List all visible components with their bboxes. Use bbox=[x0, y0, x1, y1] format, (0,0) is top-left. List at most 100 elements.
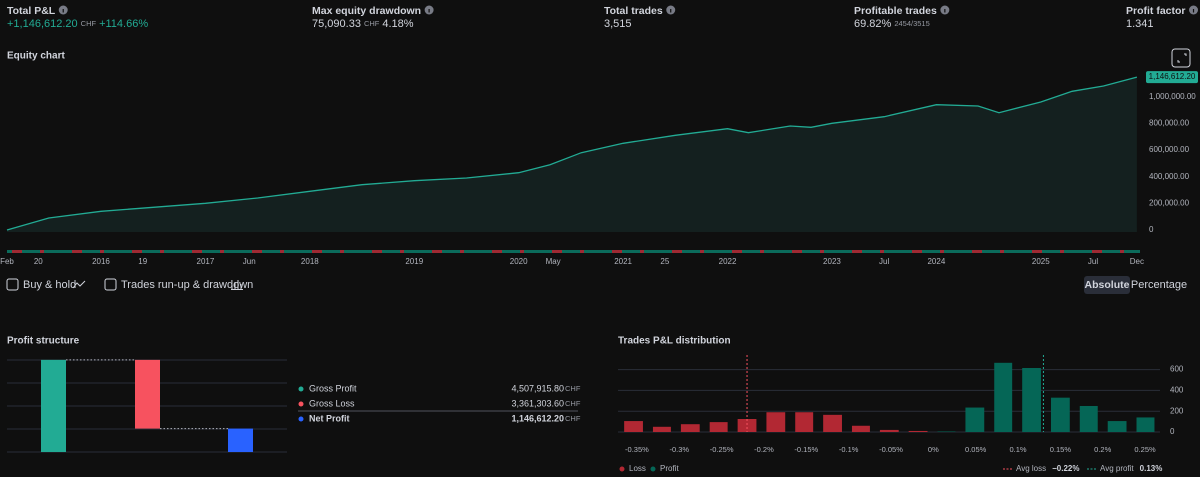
x-tick-label: -0.05% bbox=[879, 445, 903, 454]
x-tick-label: -0.1% bbox=[839, 445, 859, 454]
equity-area bbox=[7, 77, 1137, 232]
profit-structure-title: Profit structure bbox=[7, 336, 80, 347]
x-tick-label: 0% bbox=[928, 445, 939, 454]
y-tick-label: 600,000.00 bbox=[1149, 145, 1190, 154]
metric-label: Profit factor bbox=[1126, 5, 1186, 17]
metric-value: 1.341 bbox=[1126, 18, 1154, 30]
buy-hold-toggle[interactable]: Buy & hold bbox=[6, 278, 86, 291]
histogram-bar bbox=[851, 425, 870, 432]
x-tick-label: -0.3% bbox=[669, 445, 689, 454]
y-tick-label: 600 bbox=[1170, 365, 1184, 374]
x-tick-label: -0.15% bbox=[794, 445, 818, 454]
legend-value: 3,361,303.60 bbox=[511, 398, 564, 408]
histogram-bar bbox=[937, 431, 956, 432]
value: 1.341 bbox=[1126, 18, 1154, 30]
x-tick-label: Feb bbox=[0, 257, 14, 266]
average-value: 0.13% bbox=[1140, 464, 1163, 473]
legend-unit: CHF bbox=[565, 399, 581, 408]
histogram-bar bbox=[766, 412, 786, 432]
x-tick-label: 0.15% bbox=[1050, 445, 1072, 454]
legend-label: Loss bbox=[629, 464, 646, 473]
histogram-bar bbox=[795, 412, 814, 432]
y-tick-label: 200 bbox=[1170, 406, 1184, 415]
x-tick-label: 2024 bbox=[927, 257, 945, 266]
expand-button[interactable] bbox=[1171, 48, 1191, 68]
histogram-bar bbox=[823, 414, 842, 432]
x-tick-label: 2025 bbox=[1032, 257, 1050, 266]
line-icon bbox=[72, 280, 86, 289]
x-tick-label: -0.2% bbox=[754, 445, 774, 454]
runup-label[interactable]: Trades run-up & drawdown bbox=[121, 279, 253, 291]
percentage-button[interactable]: Percentage bbox=[1131, 279, 1187, 291]
metric-value: +1,146,612.20 CHF +114.66% bbox=[7, 18, 148, 30]
y-tick-label: 0 bbox=[1170, 427, 1175, 436]
value: 75,090.33 bbox=[312, 18, 361, 30]
value: 3,515 bbox=[604, 18, 632, 30]
legend-dot bbox=[298, 386, 304, 392]
x-tick-label: Jun bbox=[243, 257, 256, 266]
distribution-title: Trades P&L distribution bbox=[618, 336, 731, 347]
x-tick-label: -0.35% bbox=[625, 445, 649, 454]
x-tick-label: 2023 bbox=[823, 257, 841, 266]
unit: CHF bbox=[364, 19, 380, 28]
checkbox[interactable] bbox=[104, 278, 117, 291]
x-tick-label: 2021 bbox=[614, 257, 632, 266]
x-tick-label: 2020 bbox=[510, 257, 528, 266]
last-value-label: 1,146,612.20 bbox=[1149, 72, 1196, 81]
x-tick-label: 2017 bbox=[197, 257, 215, 266]
y-tick-label: 400 bbox=[1170, 385, 1184, 394]
histogram-bar bbox=[1107, 421, 1127, 432]
histogram-bar bbox=[994, 362, 1013, 432]
trades-strip bbox=[7, 250, 1140, 253]
metric-label: Total trades bbox=[604, 5, 663, 17]
unit: CHF bbox=[81, 19, 97, 28]
extra: 4.18% bbox=[382, 18, 413, 30]
histogram-bar bbox=[1022, 368, 1041, 432]
value: 69.82% bbox=[854, 18, 892, 30]
legend-value: 1,146,612.20 bbox=[511, 413, 564, 423]
legend-label: Net Profit bbox=[309, 413, 350, 423]
x-tick-label: Jul bbox=[879, 257, 889, 266]
legend-label: Profit bbox=[660, 464, 679, 473]
expand-box[interactable] bbox=[1171, 48, 1191, 68]
x-tick-label: 2019 bbox=[405, 257, 423, 266]
waterfall-bar bbox=[135, 359, 160, 429]
legend-dot bbox=[619, 466, 625, 472]
histogram-bar bbox=[652, 426, 671, 432]
extra: +114.66% bbox=[99, 18, 148, 30]
buy-hold-label[interactable]: Buy & hold bbox=[23, 279, 76, 291]
x-tick-label: 25 bbox=[660, 257, 669, 266]
x-tick-label: 2018 bbox=[301, 257, 319, 266]
histogram-bar bbox=[624, 421, 643, 432]
absolute-button[interactable] bbox=[1084, 276, 1130, 294]
legend-unit: CHF bbox=[565, 414, 581, 423]
histogram-bar bbox=[879, 429, 899, 432]
x-tick-label: 20 bbox=[34, 257, 43, 266]
y-tick-label: 0 bbox=[1149, 225, 1154, 234]
metric-label: Max equity drawdown bbox=[312, 5, 421, 17]
histogram-bar bbox=[709, 422, 728, 432]
x-tick-label: 0.05% bbox=[965, 445, 987, 454]
y-tick-label: 1,000,000.00 bbox=[1149, 92, 1196, 101]
legend-dot bbox=[298, 401, 304, 407]
runup-toggle[interactable]: Trades run-up & drawdown bbox=[104, 278, 253, 291]
histogram-bar bbox=[1079, 405, 1098, 432]
y-tick-label: 400,000.00 bbox=[1149, 172, 1190, 181]
legend-label: Gross Profit bbox=[309, 383, 357, 393]
x-tick-label: Jul bbox=[1088, 257, 1098, 266]
x-tick-label: 0.25% bbox=[1134, 445, 1156, 454]
legend-dot bbox=[650, 466, 656, 472]
legend-value: 4,507,915.80 bbox=[511, 383, 564, 393]
histogram-bar bbox=[908, 430, 928, 432]
bars-icon bbox=[231, 280, 243, 290]
checkbox[interactable] bbox=[6, 278, 19, 291]
absolute-label[interactable]: Absolute bbox=[1085, 279, 1130, 291]
metric-value: 69.82% 2454/3515 bbox=[854, 18, 930, 30]
equity-title: Equity chart bbox=[7, 51, 65, 62]
histogram-bar bbox=[737, 418, 757, 432]
waterfall-bar bbox=[41, 359, 66, 452]
waterfall-bar bbox=[228, 428, 253, 452]
histogram-bar bbox=[1050, 397, 1070, 432]
